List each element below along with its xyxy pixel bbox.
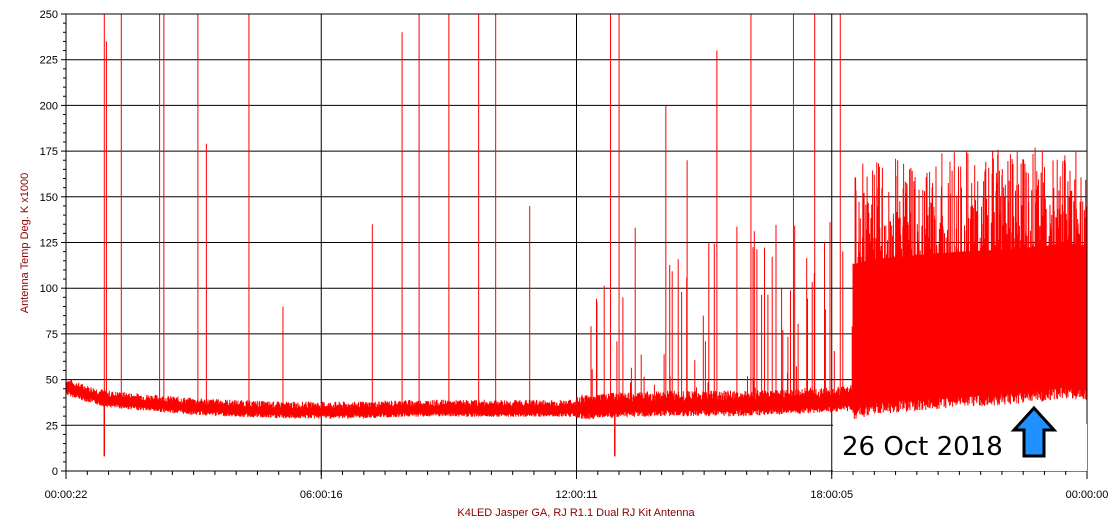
y-tick-label: 50 (46, 375, 58, 387)
x-axis-ticks: 00:00:22 06:00:16 12:00:11 18:00:05 00:00:00 (45, 471, 1109, 501)
y-tick-label: 225 (40, 55, 58, 67)
x-tick-label: 18:00:05 (810, 489, 853, 501)
x-tick-label: 00:00:00 (1066, 489, 1109, 501)
y-axis-label: Antenna Temp Deg. K x1000 (19, 173, 31, 313)
y-tick-label: 75 (46, 329, 58, 341)
y-tick-label: 250 (40, 9, 58, 21)
y-tick-label: 100 (40, 283, 58, 295)
x-tick-label: 12:00:11 (555, 489, 597, 501)
y-tick-label: 125 (40, 238, 58, 250)
y-tick-label: 175 (40, 146, 58, 158)
x-axis-label: K4LED Jasper GA, RJ R1.1 Dual RJ Kit Ant… (457, 507, 695, 519)
plot-frame (65, 13, 1088, 472)
x-tick-label: 06:00:16 (300, 489, 343, 501)
annotation-date: 26 Oct 2018 (842, 432, 1003, 462)
series-dense-band (853, 242, 1087, 408)
x-tick-label: 00:00:22 (45, 489, 88, 501)
up-arrow-icon (1010, 405, 1058, 458)
y-tick-label: 200 (40, 100, 58, 112)
y-tick-label: 0 (52, 466, 58, 478)
plot-border (65, 13, 1088, 472)
y-tick-label: 150 (40, 192, 58, 204)
series-line (65, 14, 1088, 457)
y-axis-ticks: 0 25 50 75 100 125 150 175 200 225 250 (40, 9, 66, 478)
y-tick-label: 25 (46, 420, 58, 432)
